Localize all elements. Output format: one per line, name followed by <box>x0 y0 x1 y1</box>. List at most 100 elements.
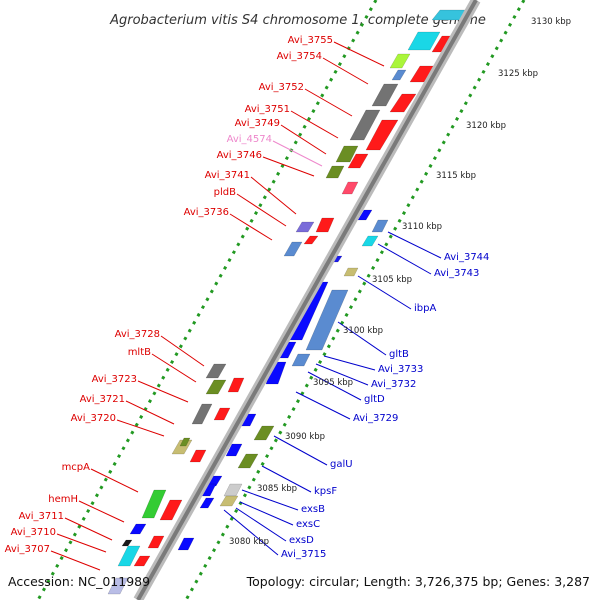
leader-line <box>307 371 362 401</box>
gene-label: Avi_3707 <box>5 544 50 555</box>
leader-line <box>151 353 197 383</box>
gene-block <box>129 523 147 535</box>
kbp-label: 3080 kbp <box>229 537 269 547</box>
leader-line <box>304 88 353 117</box>
gene-block <box>365 119 399 151</box>
gene-block <box>407 31 441 51</box>
gene-block <box>227 377 245 393</box>
leader-line <box>239 501 294 526</box>
gene-label: Avi_3741 <box>205 170 250 181</box>
leader-line <box>78 500 125 523</box>
gene-features <box>107 9 469 595</box>
leader-line <box>137 380 189 403</box>
kbp-label: 3085 kbp <box>257 484 297 494</box>
gene-label: Avi_3732 <box>371 379 416 390</box>
leader-line <box>56 533 107 553</box>
gene-label: Avi_3723 <box>92 374 137 385</box>
gene-label: pldB <box>214 187 236 198</box>
gene-block <box>283 241 303 257</box>
leader-line <box>241 489 299 511</box>
gene-label: Avi_3744 <box>444 252 489 263</box>
leader-line <box>64 517 113 541</box>
gene-block <box>177 537 195 551</box>
gene-label: hemH <box>48 494 78 505</box>
leader-line <box>223 509 279 556</box>
gene-label: ibpA <box>414 303 436 314</box>
leader-line <box>160 335 205 367</box>
gene-label: Avi_3733 <box>378 364 423 375</box>
gene-label: Avi_3755 <box>288 35 333 46</box>
gene-block <box>213 407 231 421</box>
chromosome-backbone <box>133 0 481 600</box>
kbp-label: 3130 kbp <box>531 17 571 27</box>
leader-line <box>322 57 369 85</box>
kbp-label: 3095 kbp <box>313 378 353 388</box>
leader-line <box>125 400 175 425</box>
gene-label: kpsF <box>314 486 337 497</box>
kbp-label: 3110 kbp <box>402 222 442 232</box>
gene-block <box>325 165 345 179</box>
gene-label: Avi_3751 <box>245 104 290 115</box>
gene-label: Avi_3736 <box>184 207 229 218</box>
tick-row-1 <box>36 0 378 600</box>
gene-block <box>361 235 379 247</box>
gene-block <box>219 495 239 507</box>
gene-block <box>305 289 349 351</box>
gene-block <box>341 181 359 195</box>
gene-block <box>205 363 227 379</box>
gene-block <box>237 453 259 469</box>
gene-block <box>159 499 183 521</box>
gene-block <box>349 109 381 141</box>
gene-block <box>371 83 399 107</box>
gene-block <box>225 443 243 457</box>
gene-block <box>357 209 373 221</box>
gene-block <box>199 497 215 509</box>
gene-block <box>133 555 151 567</box>
leader-line <box>272 140 323 167</box>
gene-block <box>389 53 411 69</box>
gene-block <box>303 235 319 245</box>
gene-label: Avi_3754 <box>277 51 322 62</box>
kbp-label: 3105 kbp <box>372 275 412 285</box>
gene-label: Avi_4574 <box>227 134 272 145</box>
gene-label: exsB <box>301 504 325 515</box>
gene-label: Avi_3710 <box>11 527 56 538</box>
gene-block <box>223 483 243 497</box>
gene-block <box>117 545 141 567</box>
leader-line <box>116 419 165 437</box>
gene-block <box>295 221 315 233</box>
leader-line <box>295 391 351 420</box>
map-title: Agrobacterium vitis S4 chromosome 1, com… <box>109 13 486 28</box>
leader-line <box>261 465 312 493</box>
gene-block <box>253 425 275 441</box>
leader-line <box>235 507 287 542</box>
gene-label: Avi_3752 <box>259 82 304 93</box>
kbp-label: 3115 kbp <box>436 171 476 181</box>
leader-line <box>236 193 287 227</box>
gene-block <box>141 489 167 519</box>
gene-block <box>291 353 311 367</box>
gene-block <box>107 577 129 595</box>
gene-label: exsD <box>289 535 314 546</box>
label-leader-lines <box>50 41 442 571</box>
gene-block <box>371 219 389 233</box>
gene-label: mltB <box>128 347 151 358</box>
leader-line <box>229 213 273 241</box>
leader-line <box>357 275 412 310</box>
gene-label: Avi_3746 <box>217 150 262 161</box>
gene-label: gltB <box>389 349 409 360</box>
leader-line <box>280 124 327 155</box>
tick-rows <box>36 0 526 600</box>
gene-label: Avi_3715 <box>281 549 326 560</box>
gene-block <box>391 69 407 81</box>
gene-label: gltD <box>364 394 385 405</box>
gene-block <box>147 535 165 549</box>
kbp-scale: 3130 kbp 3125 kbp 3120 kbp 3115 kbp 3110 kbp… <box>229 17 571 547</box>
kbp-label: 3090 kbp <box>285 432 325 442</box>
gene-label: Avi_3721 <box>80 394 125 405</box>
gene-block <box>335 145 359 163</box>
gene-block <box>315 217 335 233</box>
gene-label: mcpA <box>62 462 91 473</box>
gene-label: Avi_3711 <box>19 511 64 522</box>
leader-line <box>273 435 328 466</box>
